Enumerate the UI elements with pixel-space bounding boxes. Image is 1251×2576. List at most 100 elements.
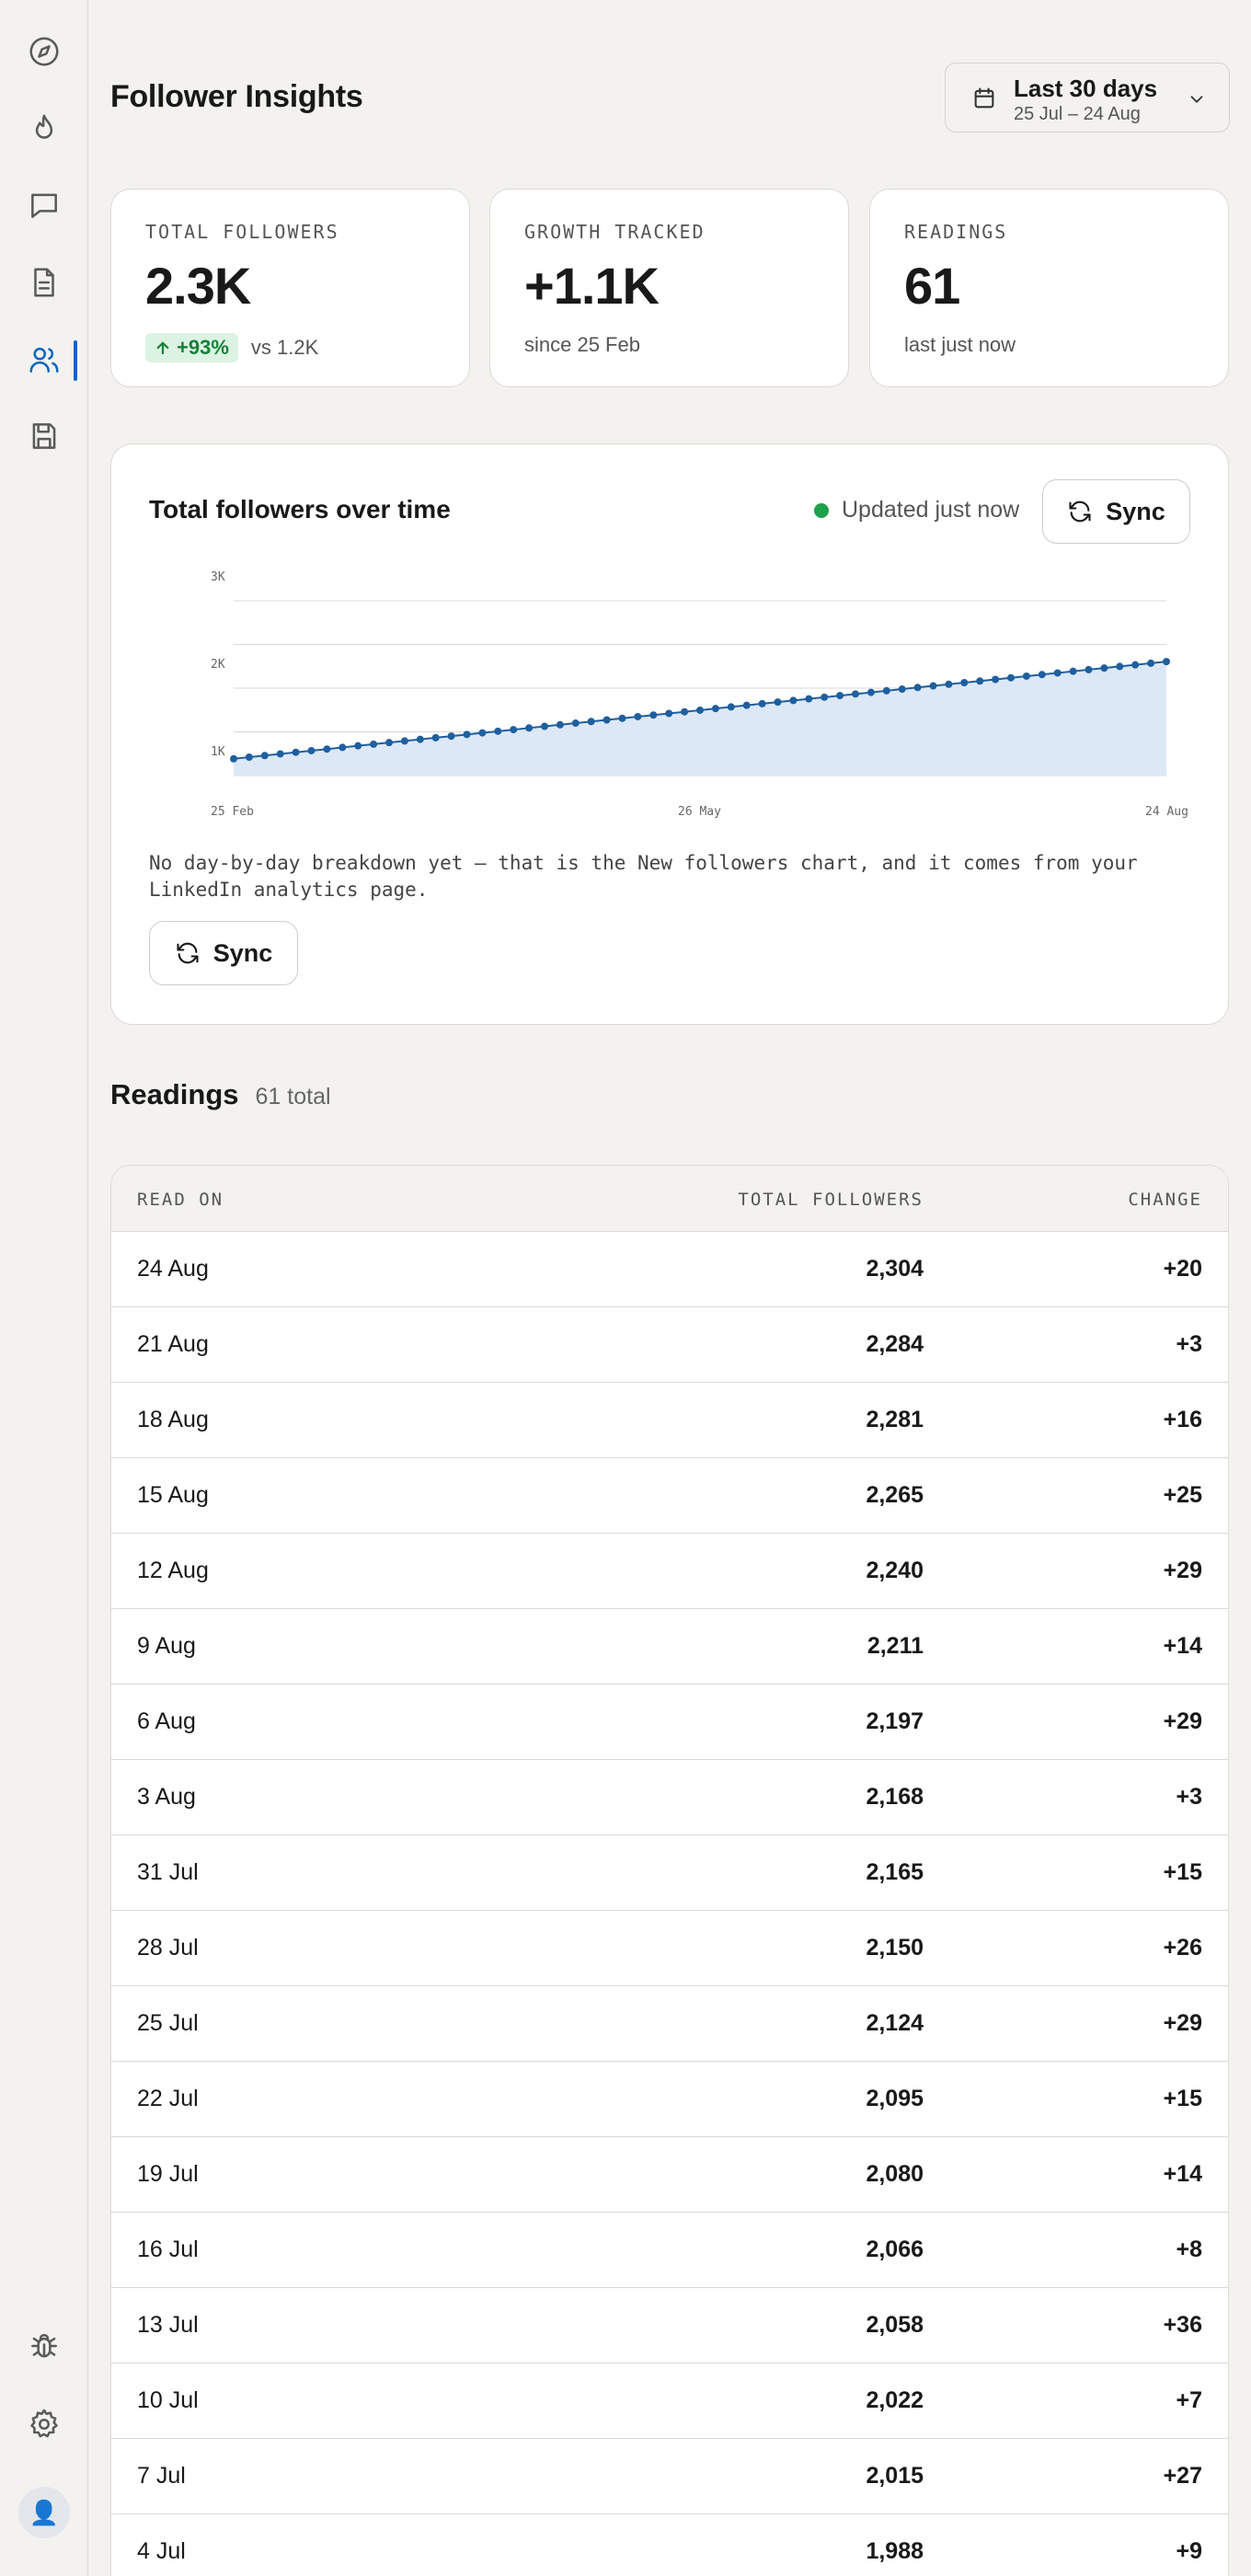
table-row: 6 Aug 2,197 +29	[111, 1685, 1228, 1760]
data-point	[1163, 658, 1170, 666]
data-point	[1069, 667, 1077, 675]
y-tick-label: 1K	[211, 745, 225, 759]
row-change: +15	[1163, 2086, 1202, 2111]
data-point	[230, 754, 237, 763]
data-point	[821, 693, 829, 701]
data-point	[1022, 672, 1030, 680]
data-point	[385, 739, 393, 747]
stat-sub: since 25 Feb	[524, 333, 640, 356]
data-point	[742, 701, 751, 709]
sync-status: Updated just now	[814, 497, 1019, 523]
row-date: 19 Jul	[137, 2161, 199, 2187]
data-point	[292, 748, 300, 756]
document-icon[interactable]	[25, 263, 63, 302]
row-total: 1,988	[866, 2538, 924, 2564]
row-date: 3 Aug	[137, 1784, 196, 1810]
row-change: +14	[1163, 2161, 1202, 2187]
row-total: 2,284	[866, 1331, 924, 1357]
data-point	[852, 690, 859, 698]
data-point	[1085, 665, 1093, 673]
data-point	[307, 746, 316, 754]
data-point	[431, 733, 440, 742]
chat-icon[interactable]	[25, 186, 63, 224]
sync-button-label: Sync	[1106, 497, 1165, 525]
refresh-icon	[1069, 500, 1091, 523]
row-change: +3	[1176, 1784, 1202, 1810]
row-date: 18 Aug	[137, 1407, 209, 1432]
data-point	[354, 742, 362, 750]
row-date: 10 Jul	[137, 2387, 199, 2413]
data-point	[618, 714, 626, 722]
growth-badge-value: +93%	[177, 336, 229, 359]
stat-label: TOTAL FOLLOWERS	[145, 221, 339, 243]
row-total: 2,240	[866, 1558, 924, 1583]
row-change: +36	[1163, 2312, 1202, 2338]
sync-button-secondary[interactable]: Sync	[149, 921, 298, 985]
row-date: 21 Aug	[137, 1331, 209, 1357]
stat-value: 61	[904, 257, 960, 315]
bug-icon[interactable]	[25, 2327, 63, 2365]
flame-icon[interactable]	[25, 109, 63, 148]
row-date: 25 Jul	[137, 2010, 199, 2036]
date-range-sub: 25 Jul – 24 Aug	[1014, 104, 1141, 124]
data-point	[339, 743, 347, 752]
data-point	[867, 688, 875, 696]
data-point	[945, 680, 953, 688]
row-date: 13 Jul	[137, 2312, 199, 2338]
sync-button-label: Sync	[212, 938, 273, 967]
stat-compare: vs 1.2K	[250, 336, 319, 359]
row-total: 2,265	[866, 1482, 924, 1508]
data-point	[1038, 671, 1046, 679]
data-point	[649, 711, 658, 719]
data-point	[400, 737, 408, 745]
data-point	[898, 685, 906, 694]
row-change: +3	[1176, 1331, 1202, 1357]
refresh-icon	[177, 942, 199, 964]
row-date: 24 Aug	[137, 1256, 209, 1282]
arrow-up-icon	[156, 341, 169, 355]
stat-label: READINGS	[904, 221, 1008, 243]
row-total: 2,281	[866, 1407, 924, 1432]
compass-icon[interactable]	[25, 32, 63, 71]
calendar-icon	[974, 87, 994, 109]
data-point	[494, 727, 502, 735]
row-total: 2,095	[866, 2086, 924, 2111]
column-read-on: READ ON	[137, 1190, 224, 1210]
column-change: CHANGE	[1128, 1190, 1202, 1210]
row-total: 2,066	[866, 2237, 924, 2262]
row-date: 9 Aug	[137, 1633, 196, 1659]
data-point	[774, 698, 782, 707]
date-range-picker[interactable]: Last 30 days 25 Jul – 24 Aug	[945, 63, 1230, 132]
data-point	[276, 750, 284, 758]
avatar[interactable]: 👤	[18, 2487, 70, 2538]
data-point	[587, 718, 595, 726]
data-point	[463, 730, 471, 739]
save-icon[interactable]	[25, 417, 63, 455]
status-dot	[814, 502, 829, 518]
chart-card: Total followers over time Updated just n…	[110, 443, 1229, 1025]
followers-chart: 3K 2K 1K 25 Feb 26 May 24 Aug	[211, 570, 1188, 819]
row-date: 28 Jul	[137, 1935, 199, 1961]
growth-badge: +93%	[145, 333, 238, 362]
row-change: +20	[1163, 1256, 1202, 1282]
row-date: 7 Jul	[137, 2463, 186, 2489]
data-point	[836, 692, 844, 700]
users-icon[interactable]	[25, 340, 63, 379]
table-row: 22 Jul 2,095 +15	[111, 2062, 1228, 2137]
stat-sub: +93% vs 1.2K	[145, 333, 318, 362]
data-point	[711, 705, 719, 713]
data-point	[245, 753, 253, 761]
readings-header: Readings 61 total	[110, 1078, 331, 1111]
data-point	[634, 712, 642, 720]
sync-button[interactable]: Sync	[1042, 479, 1190, 544]
stat-value: +1.1K	[524, 257, 660, 315]
row-total: 2,124	[866, 2010, 924, 2036]
data-point	[541, 722, 548, 730]
readings-count: 61 total	[255, 1084, 331, 1110]
date-range-label: Last 30 days	[1014, 75, 1158, 102]
table-row: 3 Aug 2,168 +3	[111, 1760, 1228, 1835]
table-row: 10 Jul 2,022 +7	[111, 2363, 1228, 2439]
row-date: 4 Jul	[137, 2538, 186, 2564]
column-total-followers: TOTAL FOLLOWERS	[738, 1190, 924, 1210]
gear-icon[interactable]	[25, 2405, 63, 2444]
